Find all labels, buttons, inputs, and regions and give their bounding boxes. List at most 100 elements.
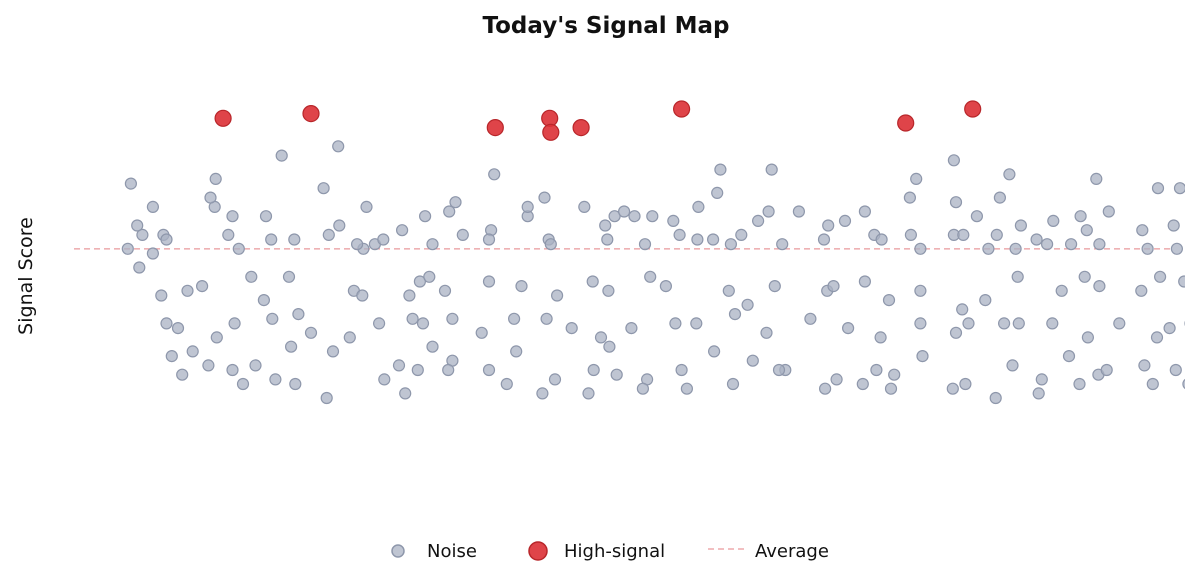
- noise-point: [1074, 210, 1087, 223]
- noise-point: [830, 373, 843, 386]
- noise-point: [910, 172, 923, 185]
- noise-point: [186, 345, 199, 358]
- noise-point: [1141, 242, 1154, 255]
- noise-point: [356, 289, 369, 302]
- noise-point: [762, 205, 775, 218]
- noise-point: [841, 322, 855, 335]
- noise-point: [970, 210, 984, 223]
- noise-point: [997, 317, 1011, 330]
- noise-point: [916, 350, 929, 363]
- noise-point: [914, 284, 927, 297]
- noise-point: [870, 363, 883, 377]
- noise-point: [1032, 387, 1045, 400]
- noise-point: [146, 200, 159, 213]
- noise-point: [617, 205, 631, 218]
- noise-point: [396, 224, 409, 237]
- noise-point: [947, 154, 961, 167]
- noise-point: [722, 284, 735, 297]
- noise-point: [423, 270, 436, 283]
- noise-point: [1090, 172, 1103, 185]
- noise-point: [1064, 238, 1078, 251]
- high-signal-point: [542, 123, 560, 141]
- noise-point: [675, 363, 688, 377]
- noise-point: [475, 326, 488, 339]
- noise-point: [1146, 377, 1159, 391]
- noise-point: [181, 284, 194, 297]
- noise-point: [990, 228, 1003, 241]
- noise-point: [196, 280, 209, 293]
- noise-point: [638, 238, 652, 251]
- noise-point: [131, 219, 144, 232]
- noise-point: [482, 363, 496, 377]
- noise-point: [1030, 233, 1043, 246]
- noise-point: [1135, 284, 1148, 297]
- high-signal-point: [964, 100, 982, 118]
- noise-point: [735, 228, 748, 241]
- noise-point: [373, 317, 386, 330]
- noise-point: [746, 354, 759, 367]
- noise-point: [884, 382, 898, 395]
- noise-point: [160, 233, 173, 246]
- noise-point: [304, 326, 318, 339]
- noise-point: [133, 261, 146, 274]
- noise-point: [1167, 219, 1180, 232]
- noise-point: [226, 210, 239, 223]
- noise-point: [599, 219, 612, 232]
- noise-point: [582, 387, 595, 400]
- noise-point: [419, 210, 432, 223]
- noise-point: [124, 177, 137, 190]
- legend: Noise High-signal Average: [391, 541, 829, 562]
- noise-point: [403, 289, 416, 302]
- noise-point: [594, 331, 608, 344]
- noise-point: [146, 247, 159, 260]
- noise-point: [760, 326, 773, 339]
- noise-point: [644, 270, 657, 283]
- noise-point: [610, 368, 623, 381]
- noise-point: [210, 331, 223, 344]
- noise-point: [392, 359, 406, 372]
- legend-high-signal-label: High-signal: [564, 541, 665, 562]
- noise-point: [550, 289, 564, 302]
- noise-point: [602, 284, 615, 297]
- noise-point: [914, 242, 927, 255]
- noise-point: [165, 350, 178, 363]
- noise-point: [282, 270, 296, 283]
- noise-point: [792, 205, 806, 218]
- noise-point: [1170, 242, 1184, 255]
- high-signal-point: [302, 104, 320, 123]
- noise-point: [500, 377, 513, 391]
- noise-point: [714, 163, 727, 176]
- noise-point: [360, 200, 373, 213]
- noise-point: [228, 317, 241, 330]
- noise-point: [510, 345, 523, 358]
- noise-point: [1153, 270, 1167, 283]
- noise-point: [413, 275, 426, 288]
- noise-point: [320, 391, 333, 405]
- noise-point: [957, 228, 970, 241]
- noise-point: [904, 228, 918, 241]
- noise-point: [711, 186, 724, 199]
- noise-point: [838, 214, 852, 227]
- noise-point: [1138, 359, 1151, 372]
- noise-point: [171, 322, 185, 335]
- noise-point: [257, 294, 270, 307]
- noise-point: [1113, 317, 1126, 330]
- chart-title: Today's Signal Map: [482, 13, 729, 39]
- noise-point: [1136, 224, 1149, 237]
- noise-point: [1169, 363, 1182, 377]
- legend-average-label: Average: [755, 541, 829, 562]
- noise-point: [1081, 331, 1095, 344]
- noise-point: [446, 312, 459, 325]
- noise-point: [202, 359, 215, 372]
- noise-point: [601, 233, 614, 246]
- legend-high-signal-marker: [528, 541, 548, 561]
- noise-point: [378, 373, 391, 386]
- noise-point: [625, 322, 638, 335]
- noise-point: [1182, 378, 1185, 390]
- noise-point: [993, 191, 1007, 204]
- noise-point: [540, 312, 553, 325]
- noise-point: [804, 312, 817, 325]
- noise-point: [875, 233, 888, 246]
- noise-point: [1178, 275, 1185, 288]
- noise-point: [667, 214, 680, 227]
